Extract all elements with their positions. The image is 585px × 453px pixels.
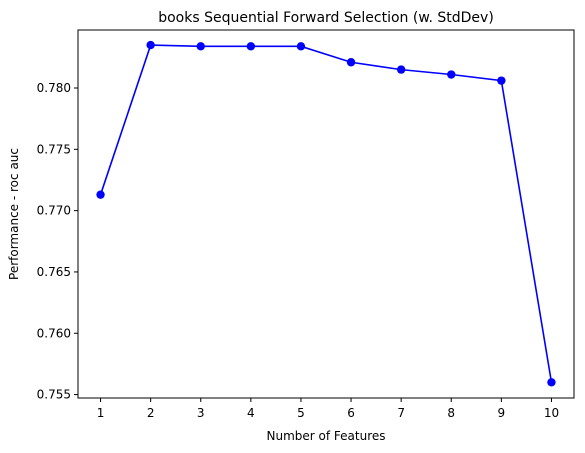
y-tick-label: 0.755 xyxy=(37,388,71,402)
y-tick-label: 0.770 xyxy=(37,204,71,218)
data-point xyxy=(346,58,356,67)
y-tick-label: 0.780 xyxy=(37,81,71,95)
chart-title: books Sequential Forward Selection (w. S… xyxy=(158,10,494,26)
x-axis-label: Number of Features xyxy=(267,429,386,443)
x-tick-label: 8 xyxy=(447,406,455,420)
data-point xyxy=(246,42,256,51)
data-point xyxy=(146,40,155,50)
x-tick-label: 1 xyxy=(97,406,105,420)
x-tick-label: 7 xyxy=(397,406,405,420)
x-tick-label: 6 xyxy=(347,406,355,420)
y-tick-label: 0.775 xyxy=(37,142,71,156)
data-point xyxy=(547,378,556,387)
series-line xyxy=(99,44,553,383)
plot-area-frame xyxy=(77,29,575,399)
y-tick-label: 0.760 xyxy=(37,326,71,340)
series-points xyxy=(96,40,556,387)
x-tick-label: 3 xyxy=(197,406,205,420)
x-tick-label: 2 xyxy=(147,406,155,420)
x-axis-ticks: 1 2 3 4 5 6 7 8 9 10 xyxy=(97,398,559,420)
data-point xyxy=(497,76,506,85)
y-tick-label: 0.765 xyxy=(37,265,71,279)
data-point xyxy=(447,70,456,79)
x-tick-label: 4 xyxy=(247,406,255,420)
y-axis-label: Performance - roc auc xyxy=(7,148,21,280)
y-axis-ticks: 0.755 0.760 0.765 0.770 0.775 0.780 xyxy=(37,81,78,402)
data-point xyxy=(296,42,306,51)
data-point xyxy=(196,42,205,51)
data-point xyxy=(396,65,406,74)
x-tick-label: 10 xyxy=(544,406,559,420)
data-point xyxy=(96,190,105,199)
x-tick-label: 5 xyxy=(297,406,305,420)
x-tick-label: 9 xyxy=(498,406,506,420)
